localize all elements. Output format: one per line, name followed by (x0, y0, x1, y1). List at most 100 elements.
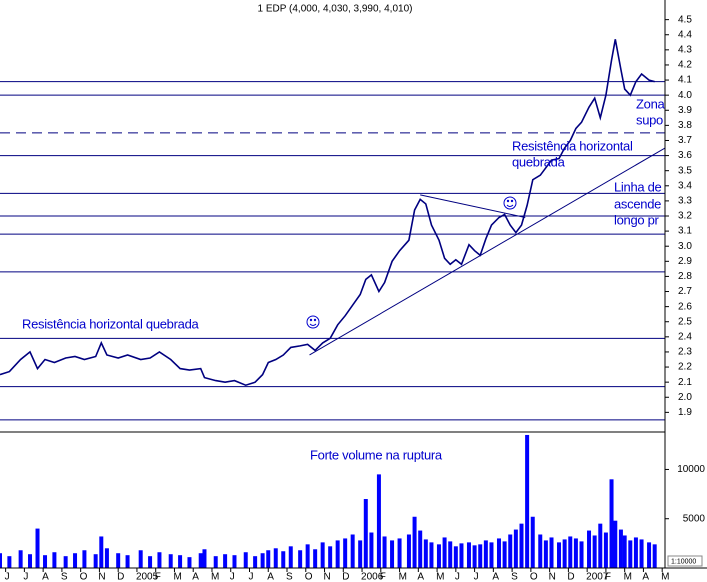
volume-bar (7, 556, 12, 568)
chart-title: 1 EDP (4,000, 4,030, 3,990, 4,010) (258, 4, 413, 15)
volume-bar (598, 523, 603, 568)
volume-bar (343, 538, 348, 568)
volume-bar (579, 541, 584, 568)
volume-bar (530, 516, 535, 568)
y-tick-label: 1.9 (678, 407, 692, 418)
volume-bar (73, 553, 78, 568)
x-tick-label: M (661, 572, 669, 582)
volume-bar (406, 534, 411, 568)
volume-bar (496, 538, 501, 568)
volume-bar (43, 555, 48, 568)
volume-bar (253, 556, 258, 568)
y-tick-label: 4.4 (678, 29, 692, 40)
annotation: Linha de (614, 179, 662, 194)
y-tick-label: 4.3 (678, 44, 692, 55)
volume-bar (116, 553, 121, 568)
y-tick-label: 3.7 (678, 135, 692, 146)
volume-bar (187, 557, 192, 568)
x-tick-label: D (117, 572, 124, 582)
x-tick-label: J (230, 572, 235, 582)
x-tick-label: S (286, 572, 293, 582)
volume-bar (328, 546, 333, 568)
volume-bar (369, 532, 374, 568)
x-tick-label: F (155, 572, 161, 582)
volume-bar (587, 530, 592, 568)
volume-bar (466, 542, 471, 568)
annotation: supo (636, 112, 663, 127)
y-tick-label: 2.4 (678, 331, 692, 342)
x-tick-label: N (98, 572, 105, 582)
volume-bar (519, 523, 524, 568)
y-tick-label: 2.1 (678, 377, 692, 388)
x-tick-label: S (61, 572, 68, 582)
plot-area: Resistência horizontal quebrada Forte vol… (0, 39, 665, 568)
volume-bar (266, 550, 271, 568)
annotation: Forte volume na ruptura (310, 447, 443, 462)
x-tick-label: F (380, 572, 386, 582)
volume-bar (549, 537, 554, 568)
volume-bar (453, 546, 458, 568)
volume-bar (508, 534, 513, 568)
volume-bar (138, 550, 143, 568)
y-tick-label: 3.0 (678, 241, 692, 252)
x-tick-label: 2007 (586, 572, 609, 582)
volume-bar (363, 499, 368, 568)
volume-bar (288, 546, 293, 568)
volume-bar (202, 549, 207, 568)
x-tick-label: M (624, 572, 632, 582)
volume-bar (622, 535, 627, 568)
volume-bar (273, 548, 278, 568)
x-tick-label: J (5, 572, 10, 582)
volume-bar (397, 538, 402, 568)
volume-bar (459, 543, 464, 568)
y-tick-label: 3.1 (678, 226, 692, 237)
volume-bar (562, 539, 567, 568)
volume-bar (335, 540, 340, 568)
volume-bar (281, 551, 286, 568)
x-tick-label: A (42, 572, 49, 582)
volume-bar (557, 542, 562, 568)
scale-label-box (667, 555, 703, 567)
volume-bar (148, 556, 153, 568)
volume-bar (513, 529, 518, 568)
y-tick-label: 4.1 (678, 75, 692, 86)
y-tick-label: 4.2 (678, 60, 692, 71)
volume-bar (178, 555, 183, 568)
volume-bar (448, 541, 453, 568)
x-tick-label: J (455, 572, 460, 582)
volume-bar (525, 434, 530, 568)
annotation: longo pr (614, 212, 660, 227)
volume-bar (442, 537, 447, 568)
y-tick-label: 3.2 (678, 211, 692, 222)
y-tick-label: 3.8 (678, 120, 692, 131)
x-tick-label: F (605, 572, 611, 582)
y-tick-label: 3.9 (678, 105, 692, 116)
x-tick-label: M (399, 572, 407, 582)
volume-bar (382, 536, 387, 568)
y-tick-label: 4.0 (678, 90, 692, 101)
volume-bar (633, 537, 638, 568)
y-tick-label: 3.5 (678, 165, 692, 176)
volume-bar (99, 536, 104, 568)
volume-bar (478, 544, 483, 568)
y2-tick-label: 5000 (683, 513, 706, 524)
y2-scale-label: 1:10000 (671, 558, 696, 565)
volume-bar (243, 552, 248, 568)
volume-bar (376, 474, 381, 568)
volume-bar (423, 539, 428, 568)
price-line (0, 39, 655, 387)
x-tick-label: O (305, 572, 313, 582)
volume-bar (52, 552, 57, 568)
x-tick-label: M (436, 572, 444, 582)
volume-bar (628, 540, 633, 568)
volume-bar (592, 535, 597, 568)
annotation: Resistência horizontal (512, 138, 633, 153)
x-tick-label: A (642, 572, 649, 582)
trend-line (309, 147, 665, 356)
volume-bar (412, 516, 417, 568)
volume-bar (35, 528, 40, 568)
volume-bar (223, 554, 228, 568)
volume-bar (472, 545, 477, 568)
volume-bar (618, 529, 623, 568)
